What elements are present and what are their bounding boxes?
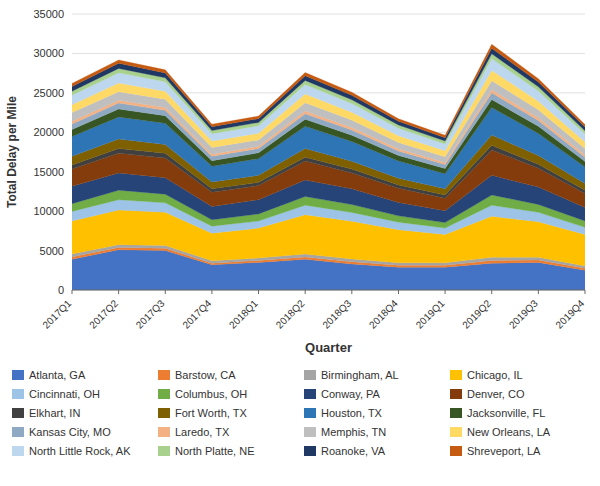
x-tick (538, 290, 539, 294)
y-tick-label: 0 (58, 284, 64, 296)
legend-label: Atlanta, GA (29, 369, 86, 381)
legend-label: Barstow, CA (175, 369, 236, 381)
legend-swatch (12, 389, 24, 399)
legend-label: Laredo, TX (175, 426, 230, 438)
legend-swatch (304, 370, 316, 380)
legend-label: Cincinnati, OH (29, 388, 100, 400)
legend-label: Conway, PA (321, 388, 381, 400)
x-tick-label: 2017Q2 (87, 297, 120, 330)
legend-swatch (304, 446, 316, 456)
x-tick (118, 290, 119, 294)
legend-swatch (450, 408, 462, 418)
grid-line (72, 290, 585, 291)
x-tick-label: 2017Q4 (180, 297, 213, 330)
area (72, 44, 585, 137)
legend-swatch (158, 408, 170, 418)
x-tick-label: 2017Q3 (134, 297, 167, 330)
legend-swatch (158, 370, 170, 380)
legend-swatch (12, 427, 24, 437)
grid-line (72, 53, 585, 54)
y-tick-label: 5000 (40, 245, 64, 257)
y-tick-label: 15000 (33, 166, 64, 178)
areas (72, 44, 585, 290)
x-tick-label: 2019Q1 (414, 297, 447, 330)
legend-label: Shreveport, LA (467, 445, 541, 457)
legend-swatch (12, 370, 24, 380)
legend-label: Roanoke, VA (321, 445, 386, 457)
x-axis-label: Quarter (305, 340, 352, 355)
y-axis-label: Total Delay per Mile (5, 96, 19, 208)
x-tick (305, 290, 306, 294)
legend-swatch (304, 389, 316, 399)
x-tick (351, 290, 352, 294)
legend-swatch (450, 370, 462, 380)
grid (72, 14, 585, 290)
x-tick (258, 290, 259, 294)
y-tick-label: 10000 (33, 205, 64, 217)
legend-label: Chicago, IL (467, 369, 523, 381)
legend-swatch (12, 446, 24, 456)
x-tick (211, 290, 212, 294)
legend-swatch (450, 427, 462, 437)
x-tick (165, 290, 166, 294)
legend-swatch (304, 408, 316, 418)
x-tick-label: 2018Q1 (227, 297, 260, 330)
x-tick-label: 2019Q3 (507, 297, 540, 330)
x-axis-line (72, 290, 585, 291)
y-tick-label: 35000 (33, 8, 64, 20)
legend-label: Kansas City, MO (29, 426, 111, 438)
x-tick-label: 2018Q2 (274, 297, 307, 330)
x-tick (445, 290, 446, 294)
y-tick-label: 30000 (33, 47, 64, 59)
legend-label: Denver, CO (467, 388, 525, 400)
legend-swatch (158, 427, 170, 437)
legend-label: Jacksonville, FL (467, 407, 545, 419)
legend-label: Memphis, TN (321, 426, 386, 438)
legend-label: North Platte, NE (175, 445, 254, 457)
legend-swatch (450, 389, 462, 399)
grid-line (72, 14, 585, 15)
legend-swatch (450, 446, 462, 456)
legend: Atlanta, GA Barstow, CA Birmingham, AL Chic… (12, 369, 551, 457)
area (72, 210, 585, 266)
y-tick-label: 20000 (33, 126, 64, 138)
legend-label: Elkhart, IN (29, 407, 80, 419)
legend-label: New Orleans, LA (467, 426, 551, 438)
x-tick (585, 290, 586, 294)
x-tick-label: 2018Q4 (367, 297, 400, 330)
legend-label: Birmingham, AL (321, 369, 399, 381)
legend-swatch (12, 408, 24, 418)
legend-swatch (158, 446, 170, 456)
legend-label: North Little Rock, AK (29, 445, 131, 457)
chart: 0 5000 10000 15000 20000 25000 30000 35000 2017Q… (0, 0, 600, 486)
x-tick (398, 290, 399, 294)
x-tick-label: 2019Q4 (553, 297, 586, 330)
x-tick-label: 2019Q2 (460, 297, 493, 330)
x-tick-label: 2017Q1 (40, 297, 73, 330)
y-tick-label: 25000 (33, 87, 64, 99)
area (72, 48, 585, 141)
x-tick-label: 2018Q3 (320, 297, 353, 330)
x-tick (491, 290, 492, 294)
legend-label: Houston, TX (321, 407, 383, 419)
x-tick (72, 290, 73, 294)
legend-label: Fort Worth, TX (175, 407, 247, 419)
legend-swatch (158, 389, 170, 399)
legend-swatch (304, 427, 316, 437)
legend-label: Columbus, OH (175, 388, 247, 400)
